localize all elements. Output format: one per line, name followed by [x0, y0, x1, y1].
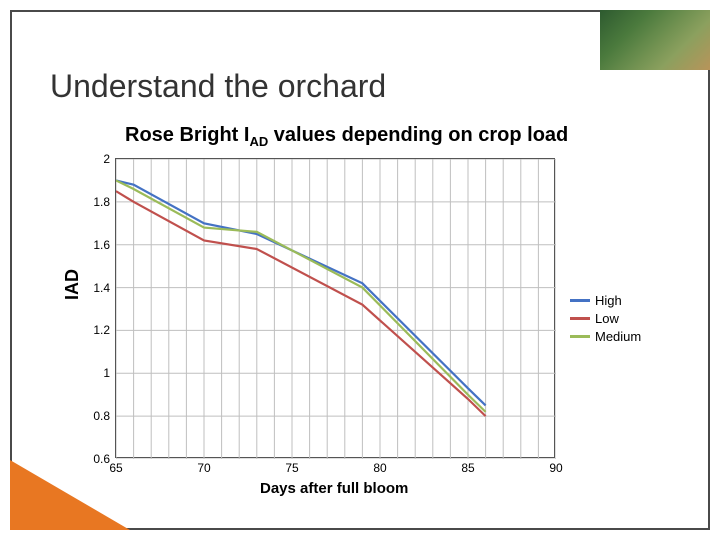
chart-title-suffix: values depending on crop load: [268, 124, 568, 146]
page-title: Understand the orchard: [50, 68, 386, 105]
y-tick: 0.8: [93, 409, 110, 423]
x-axis-label: Days after full bloom: [260, 480, 408, 497]
x-tick: 70: [197, 461, 210, 475]
x-tick: 85: [461, 461, 474, 475]
chart-title-prefix: Rose Bright I: [125, 124, 249, 146]
y-tick: 1.2: [93, 323, 110, 337]
y-tick: 2: [103, 152, 110, 166]
y-axis-label: IAD: [62, 269, 83, 300]
y-tick: 1.4: [93, 281, 110, 295]
series-high: [116, 180, 486, 405]
series-medium: [116, 180, 486, 411]
y-tick: 1.8: [93, 195, 110, 209]
x-tick: 65: [109, 461, 122, 475]
legend-label: High: [595, 293, 622, 308]
legend-label: Medium: [595, 329, 641, 344]
legend-swatch: [570, 317, 590, 320]
legend-swatch: [570, 335, 590, 338]
legend-item-high: High: [570, 293, 641, 308]
legend-label: Low: [595, 311, 619, 326]
decorative-photo: [600, 10, 710, 70]
y-tick: 1.6: [93, 238, 110, 252]
x-tick: 90: [549, 461, 562, 475]
legend: High Low Medium: [570, 290, 641, 347]
y-tick: 1: [103, 366, 110, 380]
chart-plot-area: 0.60.811.21.41.61.82657075808590: [115, 158, 555, 458]
legend-item-medium: Medium: [570, 329, 641, 344]
chart-title: Rose Bright IAD values depending on crop…: [125, 124, 568, 149]
legend-swatch: [570, 299, 590, 302]
chart-svg: [116, 159, 556, 459]
x-tick: 75: [285, 461, 298, 475]
y-tick: 0.6: [93, 452, 110, 466]
series-low: [116, 191, 486, 416]
x-tick: 80: [373, 461, 386, 475]
chart-title-sub: AD: [249, 134, 268, 149]
legend-item-low: Low: [570, 311, 641, 326]
